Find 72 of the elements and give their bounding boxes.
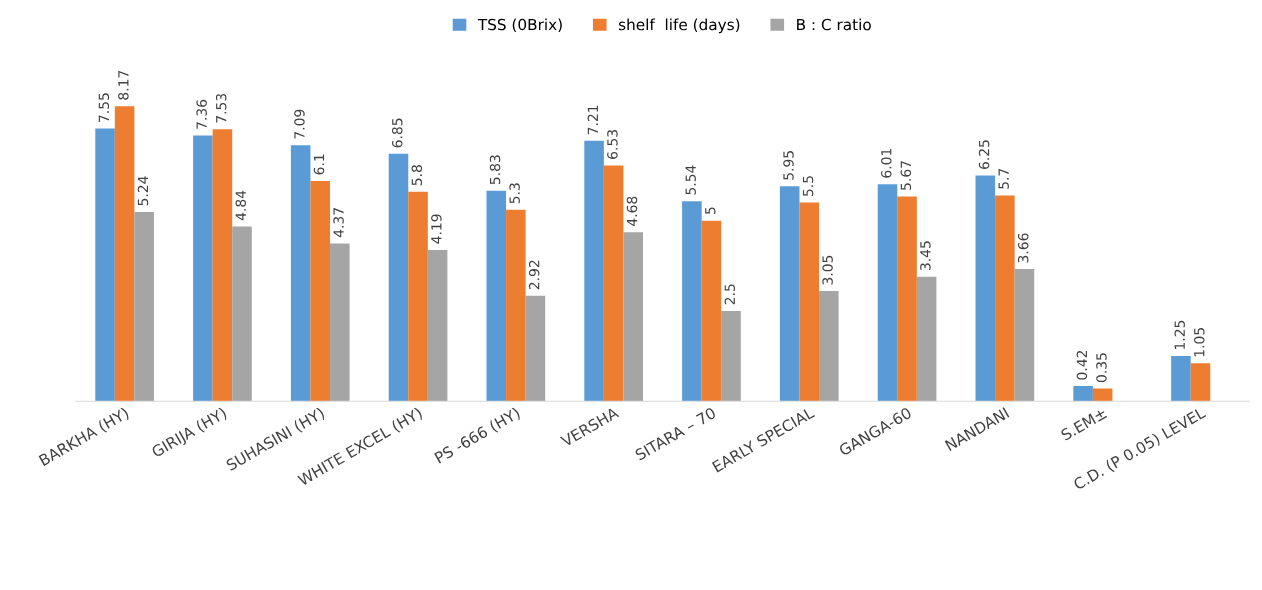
bar (1171, 356, 1191, 402)
bar (506, 209, 526, 402)
data-label: 1.25 (1174, 320, 1185, 349)
bar (290, 145, 311, 402)
data-label: 2.5 (724, 284, 736, 305)
data-label: 5.3 (509, 183, 520, 204)
bar (584, 140, 604, 402)
bar (212, 129, 233, 402)
bar (525, 295, 546, 402)
bar (819, 291, 839, 402)
bar (134, 212, 154, 402)
bar (721, 310, 741, 402)
data-label: 7.21 (587, 105, 598, 135)
bar (623, 232, 643, 402)
data-label: 5.7 (998, 168, 1009, 189)
bar (427, 249, 448, 402)
data-label: 5.67 (900, 161, 912, 190)
bar (975, 175, 996, 402)
bar (330, 243, 350, 402)
data-label: 5 (705, 207, 716, 215)
data-label: 0.42 (1076, 350, 1088, 380)
data-label: 6.1 (313, 154, 325, 175)
bar (603, 165, 624, 402)
legend-label: B : C ratio (797, 18, 871, 31)
data-label: 4.37 (333, 208, 344, 238)
data-label: 6.85 (392, 118, 403, 148)
bar (995, 195, 1015, 402)
data-label: 3.05 (822, 255, 833, 285)
data-label: 6.53 (607, 130, 618, 159)
data-label: 5.5 (802, 176, 814, 196)
data-label: 4.84 (235, 190, 247, 221)
bar (779, 186, 800, 402)
bar (1073, 386, 1093, 402)
data-label: 7.55 (98, 93, 110, 122)
bar (408, 191, 428, 402)
data-label: 5.54 (685, 165, 696, 195)
bar (897, 196, 917, 402)
bar (388, 153, 409, 402)
bar (799, 202, 820, 402)
data-label: 2.92 (528, 260, 540, 290)
data-label: 6.01 (881, 148, 892, 178)
bar (193, 135, 213, 402)
bar (701, 220, 722, 402)
data-label: 3.45 (920, 241, 931, 271)
bar (95, 128, 115, 402)
data-label: 1.05 (1194, 328, 1205, 357)
data-label: 5.95 (783, 151, 794, 180)
bar (1190, 363, 1211, 402)
data-label: 4.68 (626, 196, 638, 226)
data-label: 8.17 (118, 70, 129, 100)
data-label: 7.09 (294, 109, 305, 139)
data-label: 0.35 (1096, 353, 1107, 383)
bar (114, 106, 135, 402)
bar (1014, 269, 1035, 402)
legend-label: shelf life (days) (618, 18, 740, 34)
x-tick-label: PS -666 (HY) (433, 406, 522, 466)
data-label: 5.24 (137, 176, 149, 206)
data-label: 7.53 (215, 93, 227, 123)
data-label: 3.66 (1017, 233, 1029, 263)
bar (232, 226, 252, 402)
bar (916, 276, 937, 402)
data-label: 5.83 (489, 155, 501, 185)
bar (486, 190, 507, 402)
data-label: 7.36 (196, 99, 207, 129)
data-label: 5.8 (411, 165, 423, 186)
legend-label: TSS (0Brix) (477, 18, 562, 33)
bar (877, 184, 898, 402)
bar (1092, 388, 1113, 402)
data-label: 6.25 (978, 140, 990, 169)
bar (682, 201, 702, 402)
bar (310, 180, 331, 402)
data-label: 4.19 (431, 214, 442, 244)
